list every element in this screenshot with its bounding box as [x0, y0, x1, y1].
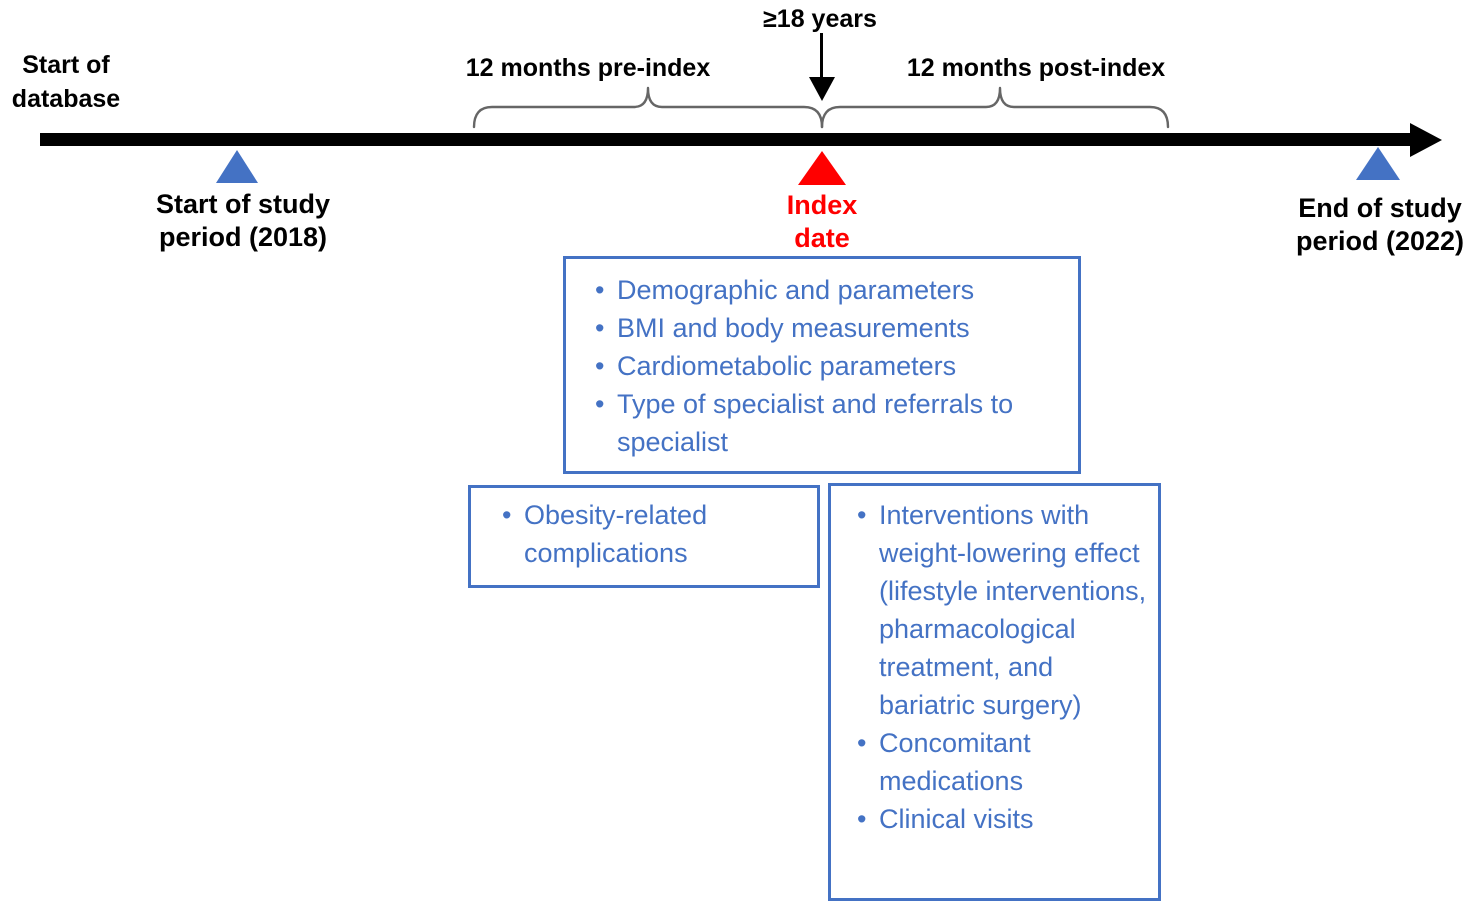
end-marker-line1: End of study — [1298, 193, 1462, 223]
list-item: Clinical visits — [852, 800, 1150, 838]
end-marker-label: End of study period (2022) — [1282, 192, 1475, 258]
index-assessments-list: Demographic and parameters BMI and body … — [590, 271, 1066, 461]
list-item: BMI and body measurements — [590, 309, 1066, 347]
post-index-period-label: 12 months post-index — [906, 54, 1166, 82]
age-criterion-label: ≥18 years — [763, 5, 877, 33]
list-item: Concomitant medications — [852, 724, 1150, 800]
age-arrow-line-icon — [820, 33, 823, 79]
end-marker-line2: period (2022) — [1295, 226, 1465, 256]
pre-index-period-label: 12 months pre-index — [465, 54, 711, 82]
timeline-arrowhead-icon — [1410, 123, 1442, 157]
age-arrow-head-icon — [809, 77, 835, 101]
period-braces — [472, 86, 1170, 129]
index-marker-triangle-icon — [798, 151, 846, 185]
start-marker-label: Start of study period (2018) — [123, 188, 363, 254]
timeline-axis — [40, 133, 1412, 146]
end-marker-triangle-icon — [1356, 147, 1400, 180]
start-of-database-line2: database — [11, 85, 121, 113]
pre-index-assessments-box: Obesity-related complications — [468, 485, 820, 588]
list-item: Interventions with weight-lowering effec… — [852, 496, 1150, 724]
index-marker-line2: date — [794, 223, 850, 253]
pre-index-assessments-list: Obesity-related complications — [497, 496, 809, 572]
list-item: Demographic and parameters — [590, 271, 1066, 309]
post-index-brace-icon — [820, 86, 1170, 129]
index-marker-label: Index date — [752, 189, 892, 255]
list-item: Obesity-related complications — [497, 496, 809, 572]
index-assessments-box: Demographic and parameters BMI and body … — [563, 256, 1081, 474]
index-marker-line1: Index — [786, 190, 858, 220]
start-of-database-line1: Start of — [22, 51, 110, 79]
start-marker-line2: period (2018) — [158, 222, 328, 252]
list-item: Type of specialist and referrals to spec… — [590, 385, 1066, 461]
post-index-assessments-list: Interventions with weight-lowering effec… — [852, 496, 1150, 838]
start-marker-line1: Start of study — [155, 189, 330, 219]
pre-index-brace-icon — [472, 86, 824, 129]
list-item: Cardiometabolic parameters — [590, 347, 1066, 385]
post-index-assessments-box: Interventions with weight-lowering effec… — [828, 483, 1161, 901]
start-marker-triangle-icon — [216, 150, 258, 183]
start-of-database-label: Start of database — [2, 48, 130, 116]
